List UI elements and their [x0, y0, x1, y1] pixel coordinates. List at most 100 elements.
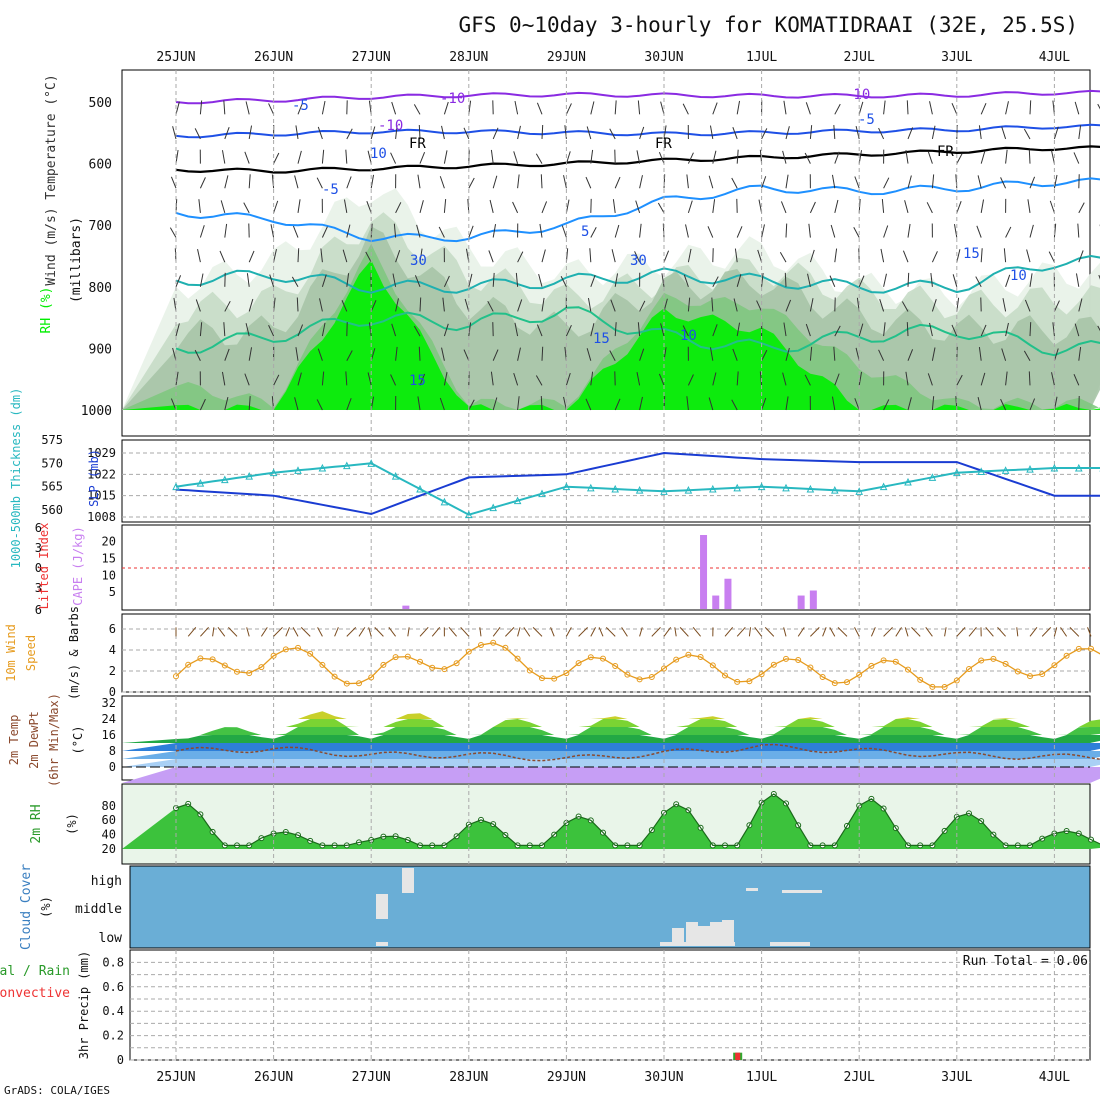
wind10m-tick-label: 6	[109, 622, 116, 636]
wind-barb	[1029, 224, 1034, 238]
wind-barb	[541, 297, 545, 312]
thickness-marker	[318, 463, 327, 472]
wind-barb	[878, 349, 885, 361]
wind-barb	[513, 372, 519, 386]
slp-tick-label: 1015	[87, 489, 116, 503]
wind-barb	[587, 297, 592, 312]
temp-ylabel-b: 2m DewPt	[27, 711, 41, 769]
wind-barb	[956, 153, 963, 164]
wind-barb	[492, 127, 499, 140]
wind-barb	[248, 396, 251, 411]
wind-barb	[1097, 103, 1100, 110]
contour-label: 15	[963, 246, 980, 262]
wind10m-ylabel-c: (m/s) & Barbs	[67, 606, 81, 700]
wind-barb	[443, 101, 449, 115]
wind-barb	[980, 324, 987, 337]
wind-barb	[517, 396, 520, 411]
wind10m-barb	[285, 627, 290, 637]
wind-barb	[346, 224, 351, 238]
wind-barb	[492, 175, 498, 189]
wind-barb	[612, 199, 616, 213]
temp-tick-label: 16	[102, 728, 116, 742]
wind-barb	[346, 273, 350, 287]
wind-barb	[639, 126, 645, 140]
wind10m-barb	[1029, 627, 1038, 637]
wind-barb	[976, 225, 982, 238]
wind-barb	[517, 251, 524, 263]
wind10m-barb	[1041, 627, 1052, 637]
cloud-block	[402, 868, 414, 893]
temp-tick-label: 8	[109, 744, 116, 758]
wind-barb	[586, 126, 592, 140]
temp-tick-label: 24	[102, 712, 116, 726]
wind-barb	[419, 248, 423, 263]
wind-barb	[273, 200, 279, 214]
wind-barb	[761, 128, 768, 140]
wind10m-barb	[374, 627, 384, 637]
wind-barb	[590, 323, 595, 337]
wind-barb	[1074, 101, 1080, 115]
wind-barb	[736, 371, 739, 386]
wind-barb	[268, 103, 275, 115]
wind10m-barb	[736, 627, 746, 637]
wind-barb	[535, 375, 543, 386]
pressure-tick-label: 500	[89, 96, 112, 111]
wind10m-barb	[292, 627, 299, 637]
cloud-block	[782, 890, 822, 893]
wind-barb	[785, 299, 792, 312]
wind-barb	[321, 274, 327, 287]
wind-barb	[761, 224, 765, 238]
wind-barb	[662, 223, 665, 238]
contour-label: 15	[409, 373, 426, 389]
wind-barb	[248, 250, 255, 263]
wind-barb	[224, 127, 230, 140]
wind-barb	[390, 374, 397, 386]
wind-barb	[565, 372, 571, 386]
bottom-date-label: 26JUN	[254, 1070, 293, 1085]
wind-barb	[980, 248, 983, 263]
wind-barb	[951, 102, 958, 115]
thickness-marker	[611, 484, 620, 493]
wind10m-barb	[797, 627, 805, 637]
wind-barb	[468, 399, 475, 411]
bottom-date-label: 1JUL	[746, 1070, 777, 1085]
wind-barb	[419, 200, 424, 214]
wind-barb	[931, 396, 935, 411]
wind-barb	[1028, 371, 1031, 386]
wind10m-barb	[968, 627, 977, 637]
bottom-date-label: 29JUN	[547, 1070, 586, 1085]
wind-barb	[199, 273, 204, 287]
wind-barb	[1001, 126, 1007, 140]
wind-barb	[395, 298, 399, 312]
wind-barb	[194, 349, 201, 361]
isotherm-minus5-line	[175, 123, 1100, 139]
temp-band	[122, 719, 1100, 727]
thickness-marker	[538, 489, 546, 498]
wind-barb	[590, 149, 594, 164]
wind10m-ylabel-a: 10m Wind	[4, 624, 18, 682]
wind10m-barb	[479, 627, 482, 637]
wind-barb	[391, 101, 397, 115]
wind-barb	[759, 371, 763, 386]
wind-barb	[517, 299, 523, 312]
cape-bar	[700, 535, 708, 609]
wind-barb	[395, 125, 398, 140]
wind-barb	[785, 223, 788, 238]
wind-barb	[712, 276, 719, 288]
wind-barb	[1074, 323, 1080, 337]
thickness-tick-label: 570	[41, 456, 63, 470]
cloud-block	[686, 922, 698, 946]
wind-barb	[439, 397, 445, 411]
wind-barb	[195, 299, 201, 312]
wind-barb	[170, 176, 177, 189]
wind-barb	[804, 152, 811, 164]
wind-barb	[953, 224, 958, 238]
wind-barb	[731, 399, 738, 411]
wind-barb	[248, 298, 254, 312]
wind-barb	[736, 149, 739, 164]
cloud-ylabel-b: (%)	[39, 896, 53, 918]
wind-barb	[931, 174, 935, 189]
isotherm-minus10-line	[175, 89, 1100, 105]
wind-barb	[1023, 350, 1031, 361]
wind-barb	[712, 372, 717, 386]
